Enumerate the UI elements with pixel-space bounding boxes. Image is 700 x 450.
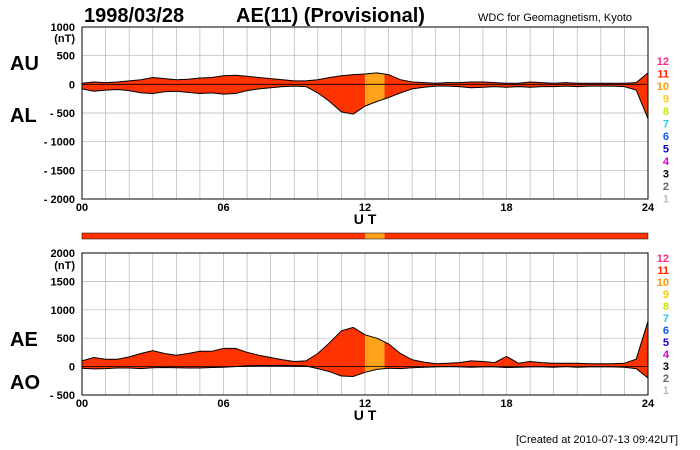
x-axis-label: U T (354, 211, 377, 227)
station-count-bar (81, 232, 649, 240)
y-tick-label: - 2000 (44, 194, 75, 206)
y-tick-label: - 500 (50, 108, 75, 120)
y-tick-label: 2000 (51, 248, 75, 260)
x-tick-label: 00 (76, 398, 88, 410)
y-tick-label: 0 (69, 362, 75, 374)
upper-index-label: AU (10, 53, 39, 75)
station-legend-entry: 2 (663, 373, 669, 385)
plot-frame (81, 26, 649, 200)
station-legend-entry: 10 (657, 81, 669, 93)
date-title: 1998/03/28 (84, 5, 184, 27)
y-tick-label: 500 (57, 51, 75, 63)
station-legend-entry: 2 (663, 181, 669, 193)
station-bar-segment (82, 233, 365, 239)
au-al-panel: 1000 500 0 - 500 - 1000 - 1500 - 2000 (nT) 00 06 1… (10, 22, 655, 227)
y-tick-label: 1000 (51, 305, 75, 317)
y-unit-label: (nT) (54, 33, 75, 45)
station-bar-segment (365, 233, 385, 239)
station-legend-entry: 1 (663, 194, 669, 206)
reduced-station-span (365, 321, 385, 378)
ao-series-line (81, 365, 649, 379)
station-legend-entry: 6 (663, 325, 669, 337)
station-bar-frame (81, 232, 649, 240)
station-legend-entry: 10 (657, 277, 669, 289)
au-series-line (81, 72, 649, 84)
x-tick-label: 06 (217, 398, 229, 410)
station-legend-entry: 6 (663, 131, 669, 143)
y-tick-label: - 1500 (44, 165, 75, 177)
station-legend-entry: 8 (663, 106, 669, 118)
x-tick-label: 12 (359, 202, 371, 214)
ae-series-line (81, 321, 649, 365)
station-legend-entry: 4 (663, 156, 670, 168)
station-legend-entry: 1 (663, 385, 669, 397)
y-tick-label: 1500 (51, 276, 75, 288)
station-legend-entry: 9 (663, 289, 669, 301)
station-legend-entry: 7 (663, 313, 669, 325)
station-legend-entry: 7 (663, 119, 669, 131)
station-legend-entry: 3 (663, 361, 669, 373)
upper-index-label: AE (10, 329, 38, 351)
y-tick-label: 500 (57, 333, 75, 345)
y-tick-label: 0 (69, 79, 75, 91)
station-legend-entry: 4 (663, 349, 670, 361)
x-tick-label: 24 (642, 398, 655, 410)
station-legend-entry: 9 (663, 94, 669, 106)
y-tick-label: - 1000 (44, 137, 75, 149)
station-legend-entry: 3 (663, 169, 669, 181)
source-label: WDC for Geomagnetism, Kyoto (478, 12, 632, 24)
x-tick-label: 00 (76, 202, 88, 214)
created-timestamp: [Created at 2010-07-13 09:42UT] (516, 434, 678, 446)
y-tick-label: - 500 (50, 390, 75, 402)
x-tick-label: 24 (642, 202, 655, 214)
plot-frame (81, 252, 649, 396)
al-series-line (81, 85, 649, 119)
x-tick-label: 12 (359, 398, 371, 410)
x-tick-label: 06 (217, 202, 229, 214)
station-legend-entry: 5 (663, 337, 669, 349)
x-tick-label: 18 (500, 398, 512, 410)
lower-index-label: AO (10, 372, 40, 394)
index-title: AE(11) (Provisional) (236, 5, 425, 27)
x-axis-label: U T (354, 407, 377, 423)
station-legend-entry: 11 (657, 69, 669, 81)
ae-ao-panel: 2000 1500 1000 500 0 - 500 (nT) 00 06 12 18 24 U T AE… (10, 248, 655, 423)
station-legend-entry: 5 (663, 144, 669, 156)
y-unit-label: (nT) (54, 260, 75, 272)
lower-index-label: AL (10, 105, 37, 127)
y-tick-label: 1000 (51, 22, 75, 34)
station-bar-segment (384, 233, 648, 239)
station-legend-entry: 12 (657, 56, 669, 68)
station-legend-entry: 8 (663, 301, 669, 313)
x-tick-label: 18 (500, 202, 512, 214)
station-legend-entry: 11 (657, 265, 669, 277)
station-legend-entry: 12 (657, 253, 669, 265)
